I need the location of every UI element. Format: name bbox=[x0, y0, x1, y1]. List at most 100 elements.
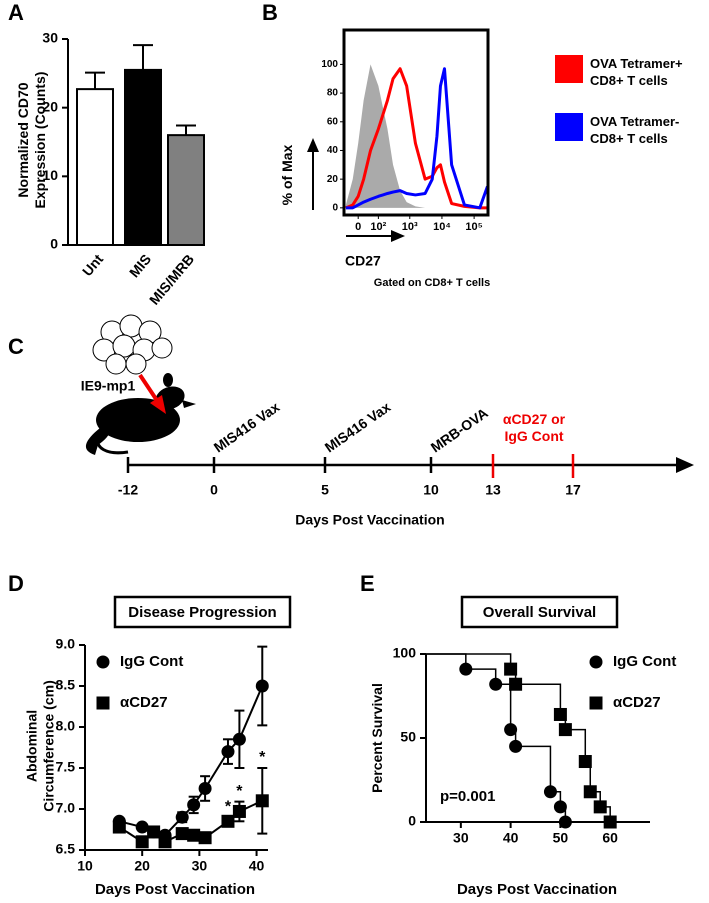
y-tick-label: 6.5 bbox=[56, 841, 76, 857]
legend-swatch bbox=[555, 113, 583, 141]
marker bbox=[221, 814, 235, 828]
marker bbox=[489, 677, 503, 691]
marker bbox=[135, 835, 149, 849]
event-label: MRB-OVA bbox=[428, 405, 491, 456]
x-tick-label: 10⁵ bbox=[465, 221, 482, 233]
marker bbox=[593, 800, 607, 814]
panel-letter: A bbox=[8, 0, 24, 25]
y-tick-label: 7.5 bbox=[56, 759, 76, 775]
x-tick-label: 40 bbox=[249, 858, 265, 874]
x-tick-label: 10² bbox=[370, 221, 386, 233]
y-axis-label: Normalized CD70 Expression (Counts) bbox=[15, 71, 48, 209]
marker bbox=[232, 732, 246, 746]
chart-title: Disease Progression bbox=[128, 604, 276, 621]
marker bbox=[198, 782, 212, 795]
y-tick-label: 0 bbox=[50, 236, 58, 252]
marker bbox=[112, 820, 126, 834]
x-tick-label: 20 bbox=[134, 858, 150, 874]
y-tick-label: 50 bbox=[400, 729, 416, 745]
timeline-label: 10 bbox=[423, 482, 439, 498]
x-tick-label: 30 bbox=[453, 830, 469, 846]
marker bbox=[509, 677, 523, 691]
panel-letter: C bbox=[8, 334, 24, 359]
timeline-label: 0 bbox=[210, 482, 218, 498]
legend-swatch bbox=[555, 55, 583, 83]
y-tick-label: 100 bbox=[393, 645, 417, 661]
histogram-line bbox=[345, 67, 489, 210]
x-axis-label: CD27 bbox=[345, 253, 381, 269]
timeline-label: 17 bbox=[565, 482, 581, 498]
legend-label: OVA Tetramer- CD8+ T cells bbox=[590, 114, 680, 146]
marker bbox=[509, 739, 523, 753]
significance: * bbox=[225, 798, 232, 815]
y-tick-label: 40 bbox=[327, 145, 339, 156]
arrow bbox=[138, 373, 160, 404]
y-tick-label: 30 bbox=[42, 30, 58, 46]
y-tick-label: 100 bbox=[321, 59, 338, 70]
x-tick-label: 30 bbox=[192, 858, 208, 874]
axis-label: Days Post Vaccination bbox=[295, 512, 444, 528]
arrowhead bbox=[150, 395, 166, 414]
marker bbox=[603, 815, 617, 829]
histogram-area bbox=[345, 64, 488, 208]
bar bbox=[76, 88, 114, 246]
marker bbox=[96, 696, 110, 710]
note: Gated on CD8+ T cells bbox=[374, 277, 490, 289]
x-tick-label: 50 bbox=[553, 830, 569, 846]
title-box bbox=[113, 595, 292, 629]
y-tick-label: 0 bbox=[408, 813, 416, 829]
marker bbox=[553, 800, 567, 814]
marker bbox=[583, 785, 597, 799]
marker bbox=[187, 798, 201, 812]
chart-title: Overall Survival bbox=[483, 604, 596, 621]
histogram-line bbox=[345, 67, 488, 210]
legend-label: αCD27 bbox=[120, 694, 168, 711]
y-tick-label: 0 bbox=[332, 202, 338, 213]
timeline-label: 5 bbox=[321, 482, 329, 498]
y-tick-label: 20 bbox=[327, 174, 339, 185]
marker bbox=[147, 825, 161, 839]
title-box bbox=[460, 595, 619, 629]
marker bbox=[255, 679, 269, 693]
legend-label: IgG Cont bbox=[120, 653, 183, 670]
legend-label: IgG Cont bbox=[613, 653, 676, 670]
marker bbox=[589, 655, 603, 669]
x-tick-label: 0 bbox=[355, 221, 361, 233]
y-axis-label: Percent Survival bbox=[369, 683, 385, 793]
legend-label: OVA Tetramer+ CD8+ T cells bbox=[590, 56, 683, 88]
y-tick-label: 80 bbox=[327, 88, 339, 99]
timeline-label: -12 bbox=[118, 482, 138, 498]
event-label: MIS416 Vax bbox=[211, 399, 283, 456]
x-tick-label: 40 bbox=[503, 830, 519, 846]
marker bbox=[232, 804, 246, 818]
marker bbox=[255, 794, 269, 808]
marker bbox=[553, 707, 567, 721]
y-tick-label: 20 bbox=[42, 98, 58, 114]
y-tick-label: 10 bbox=[42, 167, 58, 183]
marker bbox=[135, 820, 149, 834]
timeline-label: 13 bbox=[485, 482, 501, 498]
y-axis-label: Abdominal Circumference (cm) bbox=[23, 680, 56, 812]
y-tick-label: 9.0 bbox=[56, 636, 76, 652]
marker bbox=[504, 723, 518, 737]
x-tick-label: 10 bbox=[77, 858, 93, 874]
event-label: MIS416 Vax bbox=[322, 399, 394, 456]
panel-letter: D bbox=[8, 571, 24, 596]
marker bbox=[459, 662, 473, 676]
y-tick-label: 7.0 bbox=[56, 800, 76, 816]
marker bbox=[543, 785, 557, 799]
panel-letter: B bbox=[262, 0, 278, 25]
marker bbox=[504, 662, 518, 676]
marker bbox=[187, 828, 201, 842]
marker bbox=[175, 810, 189, 824]
tumor-cells bbox=[92, 314, 173, 375]
x-axis-label: Days Post Vaccination bbox=[95, 881, 255, 898]
marker bbox=[158, 835, 172, 849]
marker bbox=[558, 723, 572, 737]
timeline-arrowhead bbox=[676, 457, 694, 473]
marker bbox=[221, 745, 235, 759]
x-tick-label: MIS bbox=[126, 251, 154, 280]
marker bbox=[198, 831, 212, 845]
marker bbox=[578, 755, 592, 769]
